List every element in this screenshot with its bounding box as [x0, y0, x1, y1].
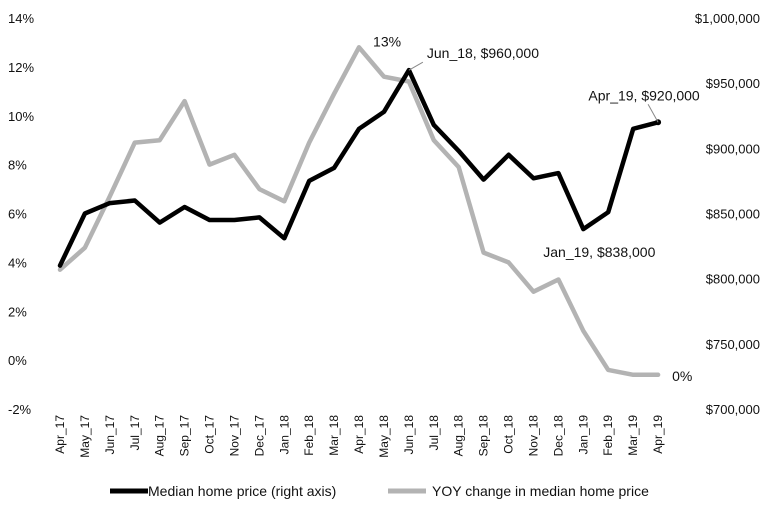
x-tick-label: Sep_17	[178, 415, 192, 457]
annotation-label: Jun_18, $960,000	[427, 45, 539, 61]
x-tick-label: Sep_18	[477, 415, 491, 457]
x-tick-label: Dec_17	[252, 415, 266, 457]
series-line-yoy-change	[57, 45, 661, 378]
x-tick-label: Jan_18	[277, 415, 291, 455]
right-tick-label: $750,000	[706, 337, 760, 352]
x-tick-label: Dec_18	[551, 415, 565, 457]
annotation-label: Jan_19, $838,000	[543, 244, 655, 260]
left-tick-label: 6%	[8, 207, 27, 222]
left-tick-label: 0%	[8, 353, 27, 368]
x-tick-label: Apr_18	[352, 415, 366, 454]
right-tick-label: $1,000,000	[695, 11, 760, 26]
x-tick-label: Nov_17	[227, 415, 241, 457]
right-axis: $700,000 $750,000 $800,000 $850,000 $900,000…	[695, 11, 760, 417]
left-tick-label: 12%	[8, 60, 34, 75]
x-tick-label: Jul_17	[128, 415, 142, 451]
left-tick-label: 8%	[8, 158, 27, 173]
legend-label-yoy-change: YOY change in median home price	[432, 483, 649, 499]
left-tick-label: 4%	[8, 255, 27, 270]
x-tick-label: Jan_19	[576, 415, 590, 455]
x-tick-label: May_17	[78, 415, 92, 458]
series-line-median-price	[57, 67, 661, 268]
right-tick-label: $950,000	[706, 76, 760, 91]
x-tick-label: Mar_19	[626, 415, 640, 456]
left-tick-label: 10%	[8, 109, 34, 124]
annotations: 13% Jun_18, $960,000 Apr_19, $920,000 Jan_1…	[373, 33, 700, 383]
x-tick-label: Aug_18	[452, 415, 466, 457]
x-tick-label: Oct_17	[203, 415, 217, 454]
right-tick-label: $700,000	[706, 402, 760, 417]
annotation-label: 0%	[672, 368, 692, 384]
x-tick-label: Mar_18	[327, 415, 341, 456]
left-tick-label: 14%	[8, 11, 34, 26]
left-tick-label: -2%	[8, 402, 32, 417]
x-tick-label: May_18	[377, 415, 391, 458]
x-tick-label: Aug_17	[153, 415, 167, 457]
legend-label-median-price: Median home price (right axis)	[148, 483, 336, 499]
x-tick-label: Apr_17	[53, 415, 67, 454]
legend: Median home price (right axis) YOY chang…	[110, 483, 649, 499]
x-tick-label: Apr_19	[651, 415, 665, 454]
x-tick-label: Oct_18	[502, 415, 516, 454]
x-tick-label: Feb_18	[302, 415, 316, 456]
x-tick-label: Jun_17	[103, 415, 117, 455]
right-tick-label: $850,000	[706, 207, 760, 222]
x-axis: Apr_17 May_17 Jun_17 Jul_17 Aug_17 Sep_17 Oct_…	[53, 415, 665, 458]
x-tick-label: Jul_18	[427, 415, 441, 451]
x-tick-label: Nov_18	[526, 415, 540, 457]
left-axis: -2% 0% 2% 4% 6% 8% 10% 12% 14%	[8, 11, 34, 417]
annotation-leader-line	[647, 104, 659, 123]
annotation-label: 13%	[373, 33, 401, 49]
x-tick-label: Feb_19	[601, 415, 615, 456]
annotation-label: Apr_19, $920,000	[588, 87, 700, 103]
annotation-leader-line	[408, 61, 424, 71]
right-tick-label: $900,000	[706, 141, 760, 156]
x-tick-label: Jun_18	[402, 415, 416, 455]
left-tick-label: 2%	[8, 304, 27, 319]
plot-area	[57, 45, 662, 378]
right-tick-label: $800,000	[706, 272, 760, 287]
